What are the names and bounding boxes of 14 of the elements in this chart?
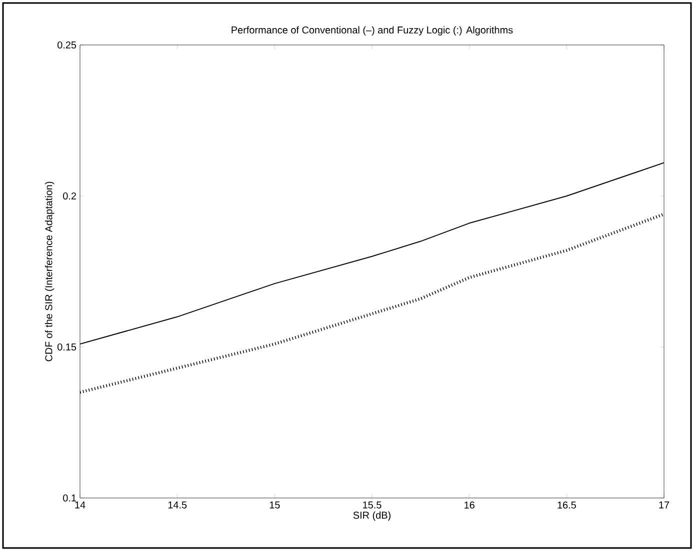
y-axis-title: CDF of the SIR (Interference Adaptation)	[44, 182, 54, 362]
x-tick-label: 14.5	[168, 502, 187, 508]
x-tick-label: 16	[464, 502, 474, 509]
x-tick-label: 14	[75, 502, 86, 508]
y-tick-label: 0.25	[57, 41, 76, 49]
x-tick-label: 15	[270, 502, 280, 508]
x-tick-label: 16.5	[558, 502, 576, 509]
chart-title: Performance of Conventional (–) and Fuzzy Logic (:) Algorithms	[232, 26, 513, 36]
x-tick-label: 15.5	[363, 502, 382, 508]
y-tick-label: 0.2	[63, 192, 76, 200]
x-tick-label: 17	[659, 502, 670, 508]
x-axis-title: SIR (dB)	[353, 511, 390, 521]
y-tick-label: 0.15	[57, 343, 76, 351]
y-tick-label: 0.1	[63, 494, 76, 502]
